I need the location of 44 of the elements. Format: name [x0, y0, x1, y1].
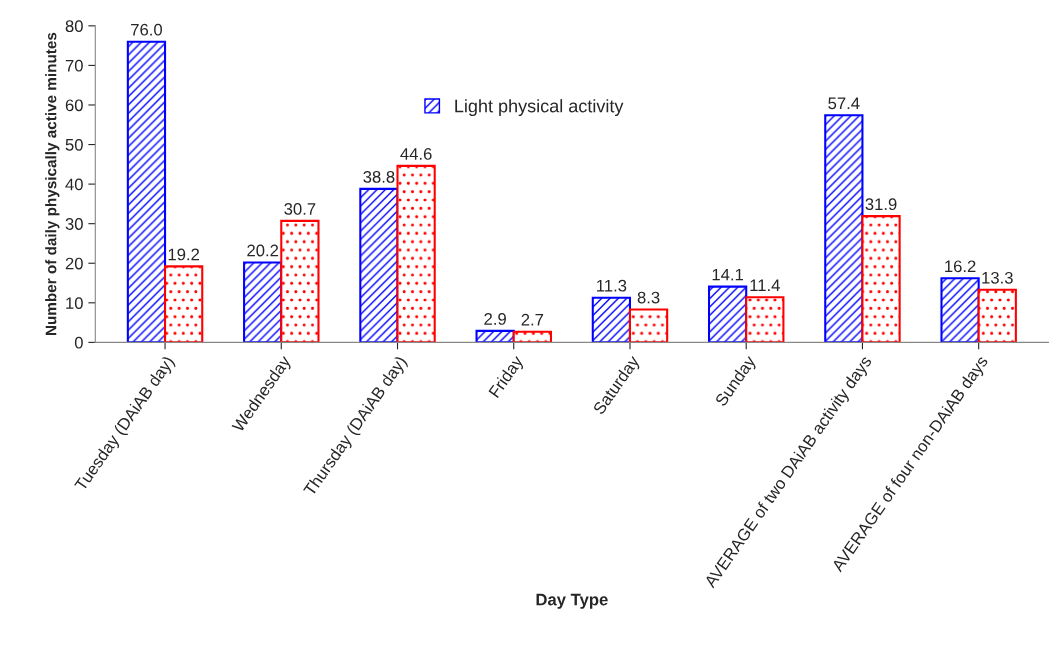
data-label: 38.8 [363, 170, 395, 183]
data-label: 76.0 [131, 23, 163, 36]
data-label: 16.2 [945, 260, 976, 273]
bar [824, 114, 864, 343]
data-label: 14.1 [712, 268, 744, 281]
bar [940, 277, 980, 343]
y-axis-title: Number of daily physically active minutes [45, 32, 60, 336]
bar [745, 296, 785, 343]
y-tick-label: 60 [65, 99, 83, 112]
data-label: 2.7 [521, 313, 544, 326]
data-label: 11.3 [597, 279, 627, 292]
data-label: 8.3 [637, 291, 660, 304]
data-label: 20.2 [247, 244, 279, 257]
bar [359, 187, 399, 343]
y-tick-label: 80 [65, 20, 83, 33]
data-label: 30.7 [284, 203, 316, 215]
y-tick-label: 70 [65, 59, 83, 72]
bar [243, 261, 283, 343]
data-label: 13.3 [982, 271, 1013, 284]
bar [861, 215, 901, 343]
bar [512, 330, 552, 343]
data-label: 44.6 [400, 148, 432, 160]
bar [977, 288, 1017, 343]
data-label: 57.4 [828, 97, 860, 110]
bar [475, 329, 515, 343]
bar [591, 296, 632, 343]
y-tick-label: 30 [65, 218, 83, 230]
data-label: 2.9 [484, 313, 506, 325]
y-tick-label: 10 [66, 297, 83, 310]
y-tick-label: 0 [74, 336, 83, 349]
data-label: 11.4 [750, 279, 780, 292]
x-axis-title: Day Type [536, 593, 608, 609]
bar [280, 219, 320, 343]
bar [396, 164, 436, 343]
bar [707, 285, 748, 343]
bar [164, 265, 204, 343]
y-tick-label: 20 [65, 257, 83, 270]
y-tick-label: 40 [65, 178, 83, 191]
legend-label: Light physical activity [455, 99, 624, 116]
y-tick-label: 50 [65, 138, 83, 151]
data-label: 31.9 [865, 198, 897, 211]
bar [628, 308, 669, 343]
bar [126, 40, 167, 343]
data-label: 19.2 [168, 248, 200, 261]
